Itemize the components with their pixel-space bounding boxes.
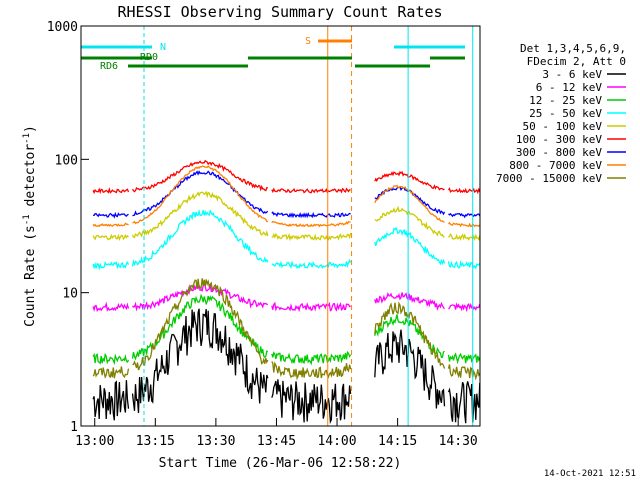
series-line-4 — [92, 190, 480, 242]
series-line-5 — [92, 159, 480, 195]
x-tick-label-5: 14:15 — [378, 434, 417, 449]
legend-label-2: 12 - 25 keV — [529, 94, 602, 107]
legend-header-1: FDecim 2, Att 0 — [527, 55, 626, 68]
x-tick-label-4: 14:00 — [317, 434, 356, 449]
legend-header-0: Det 1,3,4,5,6,9, — [520, 42, 626, 55]
x-tick-label-1: 13:15 — [136, 434, 175, 449]
footer-date: 14-Oct-2021 12:51 — [544, 469, 636, 479]
axis-ticks: 13:00 13:15 13:30 13:45 14:00 14:15 14:30 1 10 10… — [47, 20, 478, 449]
x-tick-label-3: 13:45 — [257, 434, 296, 449]
plot-frame — [80, 25, 481, 427]
y-axis-label-exponent: -1 — [22, 214, 32, 225]
legend: Det 1,3,4,5,6,9,FDecim 2, Att 03 - 6 keV… — [496, 42, 626, 185]
legend-label-5: 100 - 300 keV — [516, 133, 602, 146]
legend-label-3: 25 - 50 keV — [529, 107, 602, 120]
y-axis-label-close: ) — [23, 125, 38, 133]
legend-label-0: 3 - 6 keV — [542, 68, 602, 81]
legend-label-7: 800 - 7000 keV — [509, 159, 602, 172]
series-line-0 — [92, 308, 480, 425]
x-tick-label-6: 14:30 — [439, 434, 478, 449]
legend-label-4: 50 - 100 keV — [523, 120, 603, 133]
series-line-6 — [93, 170, 480, 219]
annotation-1: RD0 — [140, 52, 158, 63]
chart-title: RHESSI Observing Summary Count Rates — [117, 3, 442, 21]
y-tick-label-3: 1000 — [47, 20, 78, 35]
y-tick-label-2: 100 — [55, 153, 78, 168]
series-line-8 — [92, 278, 480, 381]
legend-label-1: 6 - 12 keV — [536, 81, 603, 94]
series-line-2 — [92, 293, 480, 366]
y-tick-label-0: 1 — [70, 420, 78, 435]
y-axis-label-main: Count Rate (s — [23, 225, 38, 327]
series-line-1 — [92, 283, 480, 313]
x-tick-label-2: 13:30 — [196, 434, 235, 449]
annotation-0: N — [160, 42, 166, 53]
y-axis-label-tail: detector — [23, 144, 38, 215]
series-line-3 — [92, 208, 480, 271]
y-tick-label-1: 10 — [62, 287, 78, 302]
y-axis-label-exponent-2: -1 — [22, 133, 32, 144]
legend-label-8: 7000 - 15000 keV — [496, 172, 602, 185]
annotation-2: RD6 — [100, 61, 118, 72]
x-axis-label: Start Time (26-Mar-06 12:58:22) — [159, 456, 402, 471]
annotation-3: S — [305, 36, 311, 47]
series-line-7 — [92, 165, 480, 228]
x-tick-label-0: 13:00 — [75, 434, 114, 449]
legend-label-6: 300 - 800 keV — [516, 146, 602, 159]
y-axis-label: Count Rate (s-1 detector-1) — [22, 125, 38, 327]
